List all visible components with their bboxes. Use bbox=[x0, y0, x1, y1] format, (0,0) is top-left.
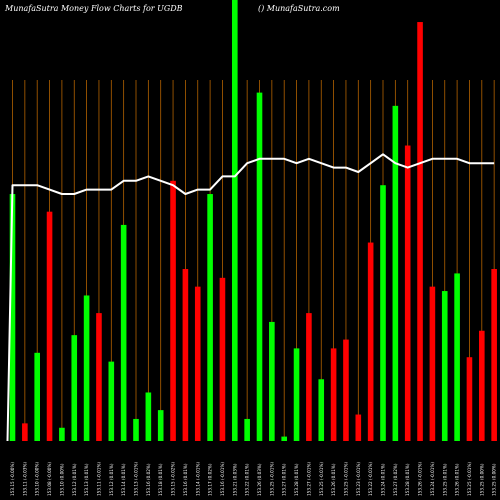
bar-mark bbox=[46, 211, 53, 441]
x-tick-label: 153.13 (-0.01%) bbox=[134, 462, 139, 496]
chart-header-right: () MunafaSutra.com bbox=[258, 4, 340, 13]
x-tick-labels: 153.15 (-0.00%) 153.11 (-0.03%) 153.10 (-0… bbox=[10, 462, 497, 496]
bar-mark bbox=[293, 348, 300, 441]
x-tick-label: 153.11 (-0.01%) bbox=[96, 462, 101, 496]
x-tick-label: 153.28 (0.01%) bbox=[405, 463, 410, 496]
x-tick-label: 153.12 (0.01%) bbox=[109, 463, 114, 496]
bar-mark bbox=[59, 427, 65, 441]
x-tick-label: 153.11 (-0.03%) bbox=[22, 462, 27, 496]
bar-mark bbox=[404, 145, 411, 441]
x-tick-label: 153.25 (-0.01%) bbox=[343, 462, 348, 496]
x-tick-label: 153.27 (0.02%) bbox=[393, 463, 398, 496]
bar-mark bbox=[232, 0, 238, 441]
bar-mark bbox=[22, 423, 28, 441]
bar-mark bbox=[441, 291, 448, 441]
x-tick-label: 153.27 (0.01%) bbox=[282, 463, 287, 496]
bar-mark bbox=[170, 180, 176, 441]
x-tick-label: 153.10 (0.00%) bbox=[59, 463, 64, 496]
x-tick-label: 153.16 (0.02%) bbox=[146, 463, 151, 496]
bar-mark bbox=[96, 313, 102, 441]
x-tick-label: 153.27 (-0.01%) bbox=[306, 462, 311, 496]
bar-mark bbox=[182, 269, 189, 441]
x-tick-label: 153.16 (0.01%) bbox=[183, 463, 188, 496]
x-tick-label: 153.23 (-0.01%) bbox=[356, 462, 361, 496]
bar-mark bbox=[355, 414, 362, 441]
x-tick-label: 153.28 (0.01%) bbox=[294, 463, 299, 496]
x-tick-label: 153.15 (-0.00%) bbox=[10, 462, 15, 496]
x-tick-label: 153.26 (-0.01%) bbox=[418, 462, 423, 496]
bar-mark bbox=[219, 277, 226, 441]
x-tick-label: 153.18 (0.01%) bbox=[158, 463, 163, 496]
x-tick-label: 153.26 (0.01%) bbox=[331, 463, 336, 496]
bar-mark bbox=[108, 361, 115, 441]
bar-mark bbox=[244, 418, 250, 441]
bar-mark bbox=[466, 357, 473, 441]
x-tick-label: 153.24 (0.01%) bbox=[381, 463, 386, 496]
bar-mark bbox=[157, 410, 164, 441]
bar-mark bbox=[145, 392, 152, 441]
bar-mark bbox=[429, 286, 436, 441]
bar-series bbox=[9, 0, 497, 442]
x-tick-label: 153.25 (-0.01%) bbox=[467, 462, 472, 496]
bar-mark bbox=[83, 295, 90, 441]
bar-mark bbox=[194, 286, 201, 441]
x-tick-label: 153.10 (-0.00%) bbox=[35, 462, 40, 496]
x-tick-label: 153.25 (0.00%) bbox=[479, 463, 484, 496]
x-tick-label: 153.15 (-0.02%) bbox=[171, 462, 176, 496]
bar-mark bbox=[306, 313, 312, 441]
x-tick-label: 153.24 (-0.01%) bbox=[430, 462, 435, 496]
x-tick-label: 153.22 (-0.01%) bbox=[368, 462, 373, 496]
x-tick-label: 153.25 (-0.01%) bbox=[269, 462, 274, 496]
bar-mark bbox=[120, 224, 127, 441]
price-line-series bbox=[6, 153, 495, 442]
bar-mark bbox=[71, 335, 78, 441]
bar-mark bbox=[367, 242, 374, 441]
x-tick-label: 153.16 (-0.01%) bbox=[220, 462, 225, 496]
bar-mark bbox=[34, 352, 40, 441]
x-tick-label: 153.21 (0.03%) bbox=[232, 463, 237, 496]
bar-mark bbox=[454, 273, 460, 441]
x-tick-label: 153.26 (0.03%) bbox=[257, 463, 262, 496]
price-line bbox=[6, 153, 495, 442]
x-tick-label: 153.25 (0.01%) bbox=[442, 463, 447, 496]
bar-mark bbox=[9, 194, 16, 441]
x-tick-label: 153.22 (0.01%) bbox=[245, 463, 250, 496]
bar-mark bbox=[281, 436, 287, 441]
chart-header-left: MunafaSutra Money Flow Charts for UGDB bbox=[4, 4, 183, 13]
bar-mark bbox=[392, 105, 399, 441]
bar-mark bbox=[207, 194, 213, 441]
bar-mark bbox=[479, 330, 485, 441]
x-tick-label: 153.14 (-0.01%) bbox=[195, 462, 200, 496]
x-tick-label: 153.17 (0.02%) bbox=[208, 463, 213, 496]
bar-mark bbox=[269, 321, 275, 441]
bar-mark bbox=[417, 22, 423, 442]
x-tick-label: 153.12 (0.01%) bbox=[72, 463, 77, 496]
bar-mark bbox=[491, 269, 497, 441]
x-tick-label: 153.26 (0.01%) bbox=[455, 463, 460, 496]
bar-mark bbox=[318, 379, 325, 441]
bar-mark bbox=[256, 92, 263, 442]
x-tick-label: 153.25 (-0.01%) bbox=[319, 462, 324, 496]
x-tick-label: 153.08 (-0.00%) bbox=[47, 462, 52, 496]
x-tick-label: 153.25 (0.00%) bbox=[492, 463, 497, 496]
bar-mark bbox=[133, 418, 139, 441]
bar-mark bbox=[380, 185, 386, 441]
bar-mark bbox=[330, 348, 337, 441]
x-tick-label: 153.13 (0.01%) bbox=[84, 463, 89, 496]
x-tick-label: 153.14 (0.01%) bbox=[121, 463, 126, 496]
bar-mark bbox=[343, 339, 349, 441]
